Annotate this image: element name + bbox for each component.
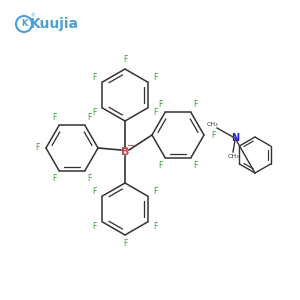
Text: CH₃: CH₃ — [206, 122, 218, 127]
Text: CH₃: CH₃ — [227, 154, 239, 160]
Text: F: F — [92, 73, 97, 82]
Text: F: F — [87, 113, 92, 122]
Text: F: F — [92, 187, 97, 196]
Text: F: F — [123, 239, 127, 248]
Text: F: F — [52, 174, 57, 183]
Text: F: F — [211, 130, 215, 140]
Text: Kuujia: Kuujia — [29, 17, 79, 31]
Text: F: F — [92, 222, 97, 231]
Text: F: F — [153, 108, 158, 117]
Text: F: F — [158, 161, 163, 170]
Text: K: K — [21, 20, 27, 28]
Text: F: F — [193, 100, 198, 109]
Text: F: F — [153, 187, 158, 196]
Text: F: F — [158, 100, 163, 109]
Text: F: F — [87, 174, 92, 183]
Text: F: F — [35, 143, 39, 152]
Text: −: − — [127, 141, 135, 151]
Text: ®: ® — [31, 14, 35, 19]
Text: F: F — [92, 108, 97, 117]
Text: F: F — [123, 56, 127, 64]
Text: B: B — [121, 147, 129, 157]
Text: F: F — [193, 161, 198, 170]
Text: F: F — [153, 222, 158, 231]
Text: F: F — [52, 113, 57, 122]
Text: N: N — [231, 133, 239, 143]
Text: F: F — [153, 73, 158, 82]
